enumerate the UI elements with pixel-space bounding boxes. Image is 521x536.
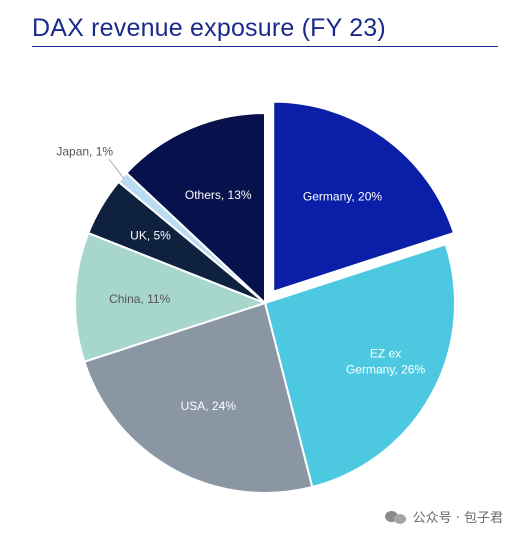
pie-slice-germany — [272, 100, 456, 294]
slice-label-germany: Germany, 20% — [303, 189, 382, 203]
slice-label-ez-ex-germany: EZ ex Germany, 26% — [346, 347, 425, 377]
watermark: 公众号 · 包子君 — [384, 507, 503, 526]
title-underline — [32, 46, 498, 47]
pie-slice-china — [74, 231, 268, 363]
pie-slice-others — [125, 111, 266, 306]
slice-label-japan: Japan, 1% — [56, 144, 113, 158]
pie-slice-usa — [83, 301, 314, 494]
leader-line-japan — [108, 159, 125, 179]
slice-label-uk: UK, 5% — [130, 228, 171, 242]
slice-label-china: China, 11% — [109, 292, 170, 306]
pie-slice-ez-ex-germany — [263, 243, 456, 489]
chat-bubbles-icon — [384, 509, 407, 525]
slice-label-usa: USA, 24% — [181, 399, 237, 413]
watermark-text: 公众号 · 包子君 — [412, 511, 503, 526]
slice-label-others: Others, 13% — [185, 188, 252, 202]
chart-title: DAX revenue exposure (FY 23) — [32, 14, 386, 42]
